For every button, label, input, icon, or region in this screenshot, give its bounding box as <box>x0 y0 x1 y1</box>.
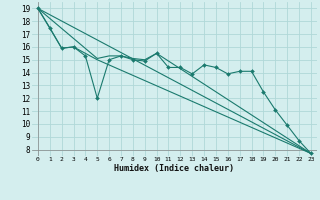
X-axis label: Humidex (Indice chaleur): Humidex (Indice chaleur) <box>115 164 234 173</box>
